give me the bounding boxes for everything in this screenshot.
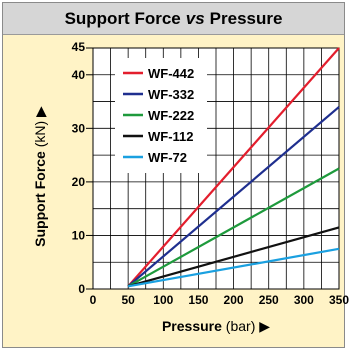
y-tick-label: 0 — [78, 282, 85, 296]
x-tick-label: 50 — [121, 293, 135, 307]
y-tick-label: 40 — [72, 68, 86, 82]
legend-label-wf-222: WF-222 — [148, 108, 194, 123]
x-tick-label: 250 — [259, 293, 279, 307]
y-axis-ticks: 0 10 20 30 40 45 — [72, 40, 93, 296]
y-tick-label: 30 — [72, 121, 86, 135]
x-axis-ticks: 0 50 100 150 200 250 300 350 — [90, 293, 349, 307]
chart-header: Support Force vs Pressure — [3, 3, 344, 35]
x-tick-label: 0 — [90, 293, 97, 307]
x-tick-label: 350 — [329, 293, 349, 307]
y-tick-label: 45 — [72, 40, 86, 54]
x-tick-label: 100 — [153, 293, 173, 307]
x-tick-label: 300 — [294, 293, 314, 307]
chart-title-part1: Support Force — [64, 8, 181, 28]
legend: WF-442 WF-332 WF-222 WF-112 WF-72 — [115, 58, 207, 173]
x-axis-label: Pressure (bar) ▶ — [162, 318, 270, 334]
series-line-wf-442 — [127, 47, 340, 288]
series-line-wf-222 — [127, 167, 340, 288]
y-tick-label: 20 — [72, 175, 86, 189]
x-tick-label: 200 — [224, 293, 244, 307]
series-line-wf-72 — [127, 247, 340, 288]
chart-title-part2: Pressure — [209, 8, 283, 28]
legend-label-wf-112: WF-112 — [148, 129, 194, 144]
y-axis-label: Support Force (kN) ▶ — [32, 106, 48, 247]
legend-label-wf-72: WF-72 — [148, 150, 187, 165]
x-tick-label: 150 — [188, 293, 208, 307]
series-line-wf-112 — [127, 226, 340, 288]
legend-label-wf-442: WF-442 — [148, 66, 194, 81]
series-line-wf-332 — [127, 106, 340, 288]
y-tick-label: 10 — [72, 228, 86, 242]
chart-title-vs: vs — [185, 8, 205, 28]
legend-label-wf-332: WF-332 — [148, 87, 194, 102]
series-lines — [127, 47, 340, 288]
